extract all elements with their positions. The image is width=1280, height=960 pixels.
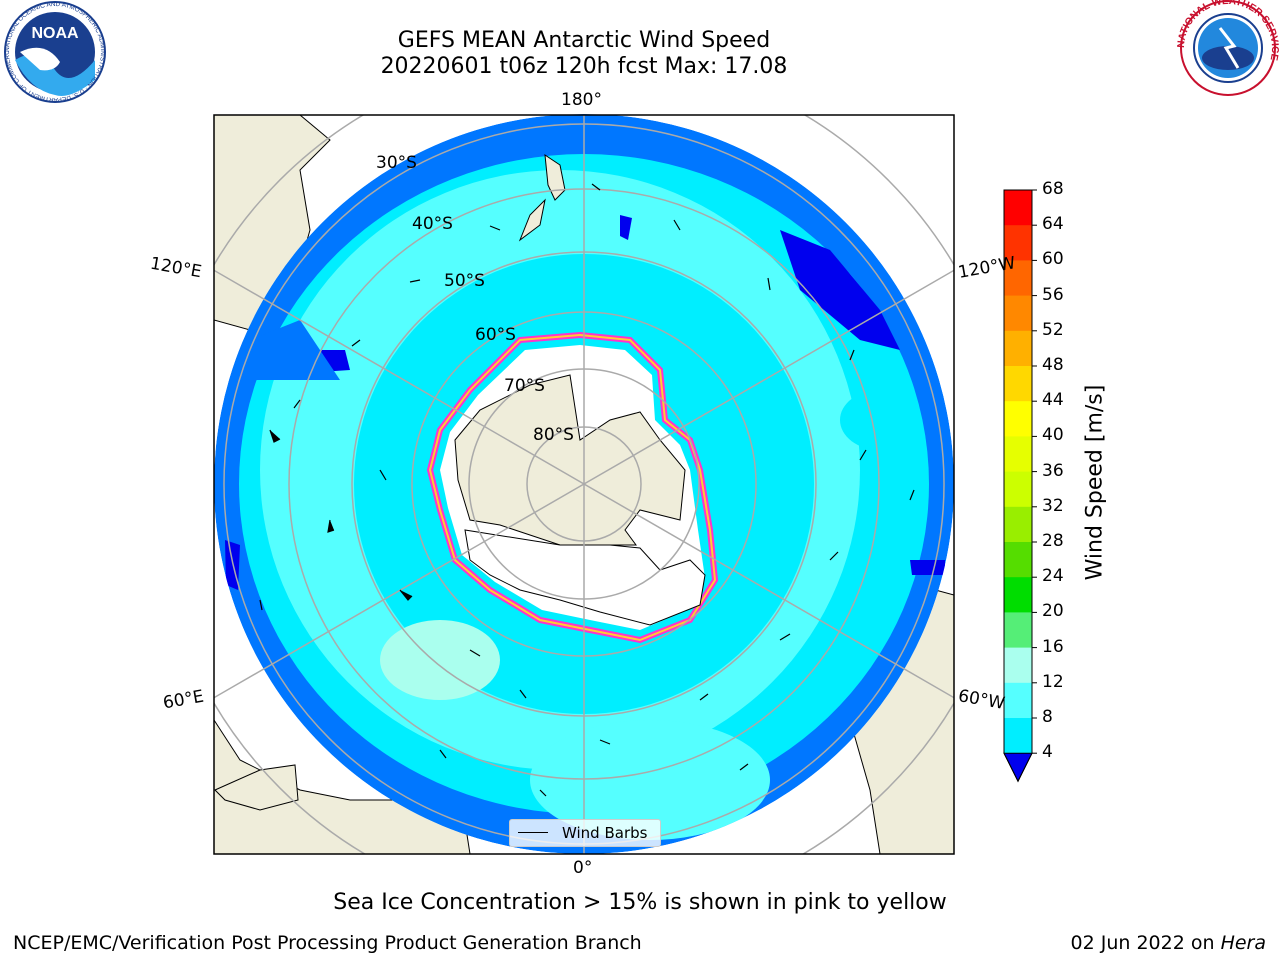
lat-label-40s: 40°S (412, 214, 453, 234)
colorbar-bin (1004, 330, 1032, 367)
colorbar-tick-label: 16 (1042, 636, 1064, 657)
colorbar-tick-label: 52 (1042, 319, 1064, 340)
colorbar-bin (1004, 260, 1032, 297)
colorbar-bin (1004, 295, 1032, 332)
colorbar-frame (1003, 189, 1033, 783)
colorbar-bin (1004, 542, 1032, 578)
colorbar-tick-label: 28 (1042, 531, 1064, 551)
colorbar-bin (1004, 612, 1032, 649)
chart-title: GEFS MEAN Antarctic Wind Speed (397, 28, 771, 53)
wind-barbs (259, 183, 915, 797)
colorbar-tick-label: 24 (1042, 566, 1064, 587)
legend-label: Wind Barbs (562, 824, 648, 842)
colorbar-bin (1004, 401, 1032, 437)
noaa-logo-text: NOAA (31, 25, 79, 42)
footer-machine: Hera (1220, 932, 1266, 954)
map-frame (213, 114, 955, 855)
graticule (214, 115, 954, 854)
lat-label-80s: 80°S (533, 425, 574, 445)
colorbar-bin (1004, 647, 1032, 684)
colorbar-tick-label: 48 (1042, 355, 1064, 375)
colorbar-tick-label: 20 (1042, 601, 1064, 622)
colorbar-tick-label: 44 (1042, 390, 1064, 411)
lat-label-50s: 50°S (444, 271, 485, 291)
colorbar-bin (1004, 718, 1032, 754)
nws-logo: NATIONAL WEATHER SERVICE (1176, 0, 1280, 96)
colorbar-title: Wind Speed [m/s] (1082, 384, 1108, 581)
colorbar-bin (1004, 682, 1032, 719)
colorbar-tick-label: 64 (1042, 214, 1064, 235)
chart-subtitle: 20220601 t06z 120h fcst Max: 17.08 (380, 54, 788, 79)
lat-label-60s: 60°S (475, 325, 516, 345)
colorbar-bin (1004, 366, 1032, 402)
colorbar-bin (1004, 506, 1032, 543)
colorbar-tick-label: 68 (1042, 179, 1064, 199)
colorbar-tick-label: 12 (1042, 671, 1064, 692)
lat-label-30s: 30°S (376, 153, 417, 173)
sea-ice-note: Sea Ice Concentration > 15% is shown in … (333, 890, 947, 915)
colorbar-bin (1004, 225, 1032, 261)
legend-line (518, 832, 548, 833)
colorbar-bin (1004, 577, 1032, 613)
colorbar (1003, 189, 1037, 783)
colorbar-tick-label: 36 (1042, 460, 1064, 481)
noaa-logo: NOAA NATIONAL OCEANIC AND ATMOSPHERIC AD… (0, 0, 106, 103)
colorbar-tick-label: 4 (1042, 742, 1053, 763)
lon-label-0: 0° (573, 858, 593, 878)
footer-date: 02 Jun 2022 on Hera (1071, 932, 1266, 954)
footer-branch: NCEP/EMC/Verification Post Processing Pr… (13, 932, 642, 954)
colorbar-tick-label: 40 (1042, 425, 1064, 446)
wind-barbs-legend: Wind Barbs (509, 819, 661, 847)
colorbar-bin (1004, 471, 1032, 508)
colorbar-tick-label: 32 (1042, 495, 1064, 516)
colorbar-bin (1004, 436, 1032, 473)
colorbar-tick-label: 8 (1042, 707, 1053, 727)
antarctica (426, 331, 719, 644)
colorbar-tick-label: 60 (1042, 249, 1064, 270)
colorbar-tick-label: 56 (1042, 284, 1064, 305)
lat-label-70s: 70°S (504, 376, 545, 396)
footer-date-text: 02 Jun 2022 on (1070, 932, 1221, 954)
colorbar-extend-triangle (1003, 752, 1033, 783)
colorbar-bin (1004, 190, 1032, 226)
lon-label-180: 180° (561, 90, 602, 110)
